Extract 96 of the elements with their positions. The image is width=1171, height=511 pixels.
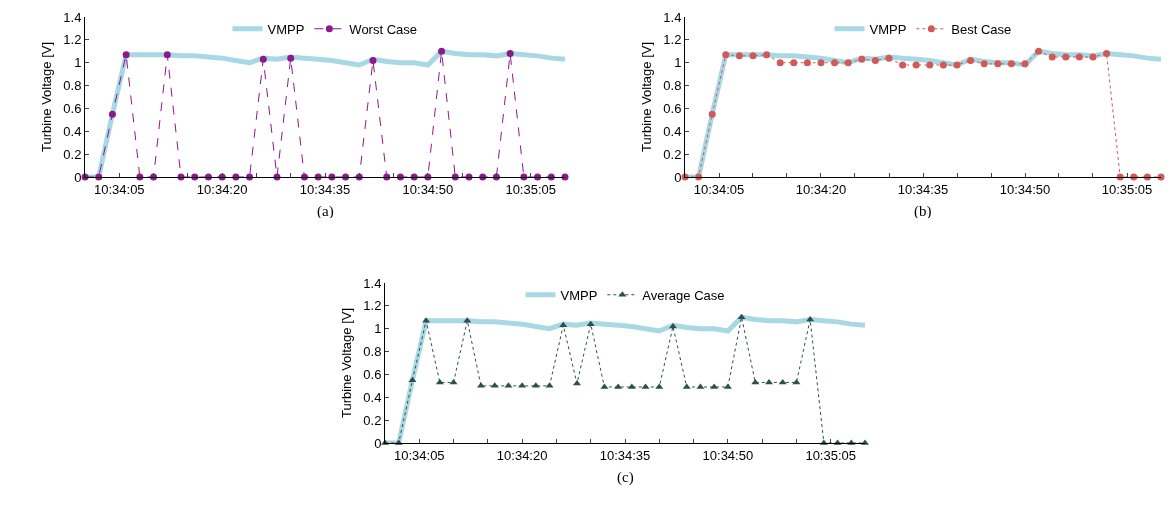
x-tick-label: 10:34:50 [702, 447, 754, 463]
point [844, 59, 852, 67]
point [108, 110, 116, 118]
x-tick-label: 10:34:05 [393, 447, 445, 463]
point [435, 378, 444, 385]
point [899, 61, 907, 69]
legend-label: VMPP [267, 21, 305, 37]
point [1048, 53, 1056, 61]
y-tick-label: 0 [674, 169, 682, 185]
point [559, 321, 568, 328]
point [939, 61, 947, 69]
x-tick-label: 10:34:20 [795, 181, 847, 197]
point [735, 52, 743, 60]
point [817, 59, 825, 67]
point [737, 313, 746, 320]
x-tick-label: 10:34:50 [402, 181, 454, 197]
y-tick-label: 1.4 [63, 9, 82, 25]
x-tick-label: 10:34:20 [496, 447, 548, 463]
y-tick-label: 1.4 [663, 9, 682, 25]
y-tick-label: 0.8 [363, 344, 382, 360]
y-tick-label: 1.2 [363, 298, 382, 314]
y-tick-label: 1.2 [63, 32, 82, 48]
point [506, 50, 514, 58]
point [1075, 53, 1083, 61]
x-tick-label: 10:34:50 [999, 181, 1051, 197]
point [438, 47, 446, 55]
point [749, 52, 757, 60]
point [953, 61, 961, 69]
legend-label: Best Case [951, 21, 1012, 37]
point [763, 51, 771, 59]
text: (c) [617, 469, 634, 486]
x-tick-label: 10:35:05 [805, 447, 857, 463]
point [259, 55, 267, 63]
point [912, 61, 920, 69]
point [831, 59, 839, 67]
point [1035, 47, 1043, 55]
legend-label: Worst Case [349, 21, 418, 37]
point [708, 110, 716, 118]
y-tick-label: 0 [374, 435, 382, 451]
y-tick-label: 0.4 [63, 123, 82, 139]
y-axis-title: Turbine Voltage [V] [639, 41, 655, 153]
point [449, 378, 458, 385]
point [1103, 50, 1111, 58]
x-tick-label: 10:34:20 [196, 181, 248, 197]
y-tick-label: 0.6 [363, 366, 382, 382]
point [885, 54, 893, 62]
point [1062, 53, 1070, 61]
y-tick-label: 0.2 [363, 412, 382, 428]
point [858, 55, 866, 63]
y-tick-label: 0.8 [63, 78, 82, 94]
y-tick-label: 1 [674, 55, 682, 71]
point [764, 378, 774, 385]
point [122, 51, 130, 59]
y-axis-title: Turbine Voltage [V] [339, 307, 355, 419]
point [1021, 60, 1029, 68]
y-tick-label: 0.4 [663, 123, 682, 139]
x-tick-label: 10:35:05 [505, 181, 557, 197]
point [369, 56, 377, 64]
y-tick-label: 0.2 [663, 146, 682, 162]
legend-label: VMPP [869, 21, 907, 37]
point [722, 51, 730, 59]
point [1007, 60, 1015, 68]
point [980, 60, 988, 68]
point [803, 59, 811, 67]
y-axis-title: Turbine Voltage [V] [39, 41, 55, 153]
y-tick-label: 0.6 [663, 100, 682, 116]
point [926, 61, 934, 69]
point [287, 54, 295, 62]
point [776, 59, 784, 67]
x-tick-label: 10:34:35 [599, 447, 651, 463]
x-tick-label: 10:34:05 [693, 181, 745, 197]
y-tick-label: 0.6 [63, 100, 82, 116]
legend-label: Average Case [642, 287, 725, 303]
x-tick-label: 10:35:05 [1101, 181, 1153, 197]
y-tick-label: 0.8 [663, 78, 682, 94]
point [1089, 53, 1097, 61]
y-tick-label: 0 [74, 169, 82, 185]
legend-label: VMPP [560, 287, 598, 303]
x-tick-label: 10:34:05 [93, 181, 145, 197]
y-tick-label: 1.4 [363, 275, 382, 291]
y-tick-label: 0.4 [363, 389, 382, 405]
point [163, 51, 171, 59]
y-tick-label: 1 [374, 321, 382, 337]
y-tick-label: 0.2 [63, 146, 82, 162]
point [668, 322, 678, 329]
point [994, 60, 1002, 68]
point [751, 378, 760, 385]
y-tick-label: 1.2 [663, 32, 682, 48]
point [871, 56, 879, 64]
point [790, 59, 798, 67]
x-tick-label: 10:34:35 [897, 181, 949, 197]
point [778, 378, 787, 385]
point [967, 56, 975, 64]
x-tick-label: 10:34:35 [299, 181, 351, 197]
y-tick-label: 1 [74, 55, 82, 71]
point [792, 378, 801, 385]
